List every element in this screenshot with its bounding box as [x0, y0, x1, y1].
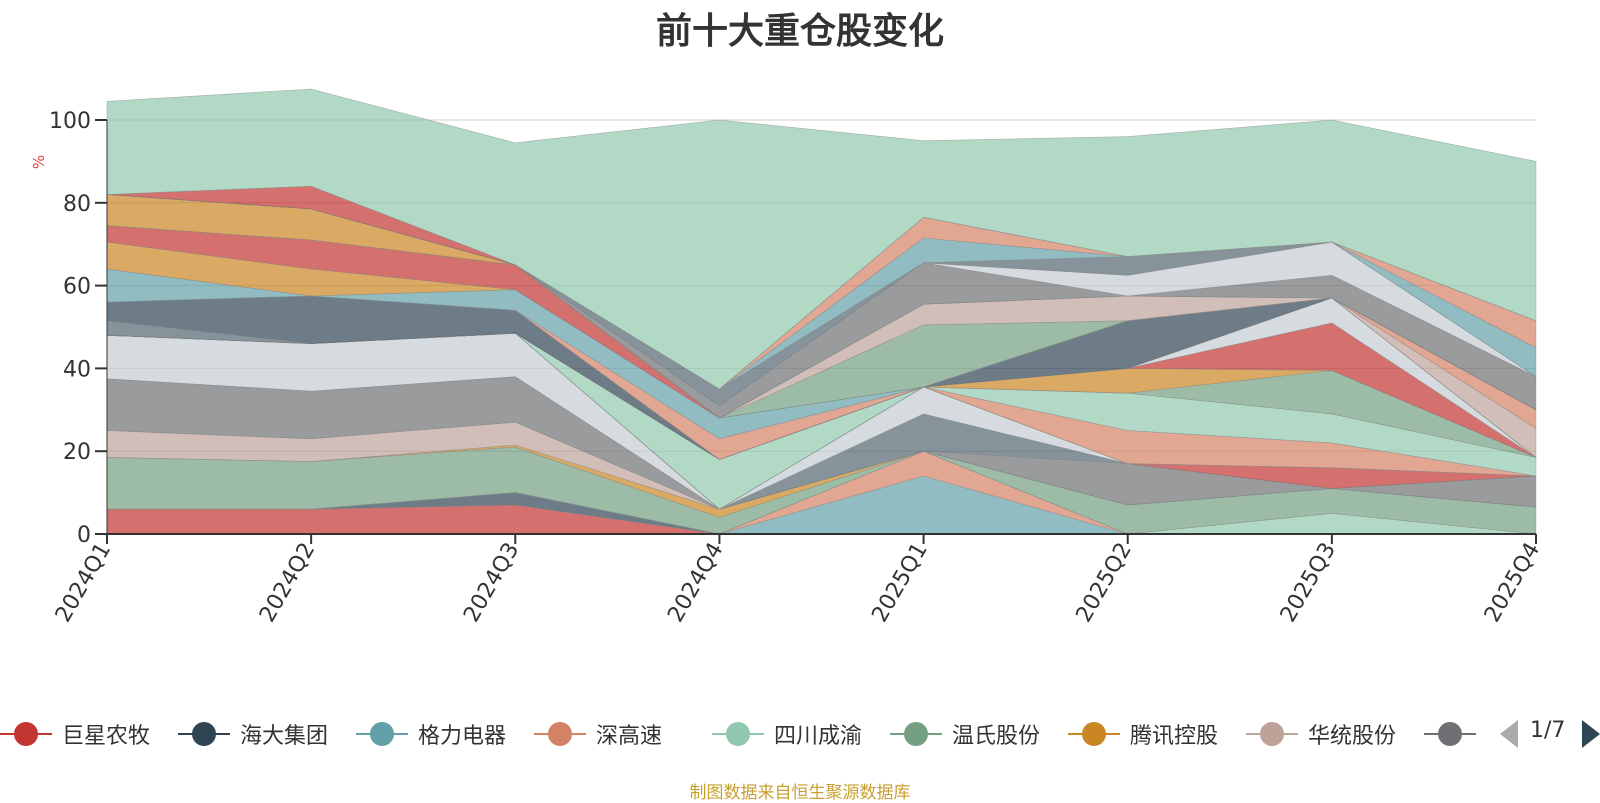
legend-label: 华统股份 — [1308, 724, 1397, 749]
legend-label: 四川成渝 — [774, 724, 863, 749]
legend-marker — [1246, 721, 1298, 747]
y-tick-label: 80 — [63, 192, 91, 217]
legend-marker — [1424, 721, 1476, 747]
legend-marker — [1068, 721, 1120, 747]
legend-marker — [0, 721, 52, 747]
x-tick-label: 2024Q2 — [255, 539, 320, 627]
legend-marker — [712, 721, 764, 747]
pager-text: 1/7 — [1530, 718, 1566, 743]
legend-marker — [890, 721, 942, 747]
y-tick-label: 0 — [77, 523, 91, 548]
x-tick-label: 2024Q4 — [663, 539, 728, 627]
legend-item[interactable]: 欧派家居 — [1424, 714, 1484, 754]
pager-prev-icon[interactable] — [1500, 720, 1518, 748]
legend-pager: 1/7 — [1500, 716, 1600, 752]
x-tick-label: 2025Q1 — [867, 539, 932, 627]
y-tick-label: 60 — [63, 275, 91, 300]
legend-item[interactable]: 深高速 — [534, 714, 662, 754]
y-tick-label: 40 — [63, 357, 91, 382]
legend-item[interactable]: 腾讯控股 — [1068, 714, 1218, 754]
legend: 巨星农牧 海大集团 格力电器 深高速 四川成渝 温氏股份 腾讯控股 华统股份 欧派家居 — [0, 714, 1484, 754]
x-tick-label: 2024Q3 — [459, 539, 524, 627]
stacked-areas — [106, 88, 1537, 535]
chart-title: 前十大重仓股变化 — [655, 11, 944, 52]
legend-label: 深高速 — [596, 724, 663, 749]
legend-item[interactable]: 温氏股份 — [890, 714, 1040, 754]
legend-item[interactable]: 格力电器 — [356, 714, 506, 754]
legend-label: 温氏股份 — [952, 724, 1041, 749]
source-note: 制图数据来自恒生聚源数据库 — [689, 783, 911, 803]
y-axis-label: % — [30, 155, 48, 169]
legend-item[interactable]: 四川成渝 — [712, 714, 862, 754]
legend-item[interactable]: 巨星农牧 — [0, 714, 150, 754]
area-series-36[interactable] — [106, 88, 1537, 390]
x-tick-label: 2025Q2 — [1072, 539, 1137, 627]
legend-marker — [178, 721, 230, 747]
legend-label: 格力电器 — [418, 724, 507, 749]
pager-next-icon[interactable] — [1582, 720, 1600, 748]
legend-item[interactable]: 华统股份 — [1246, 714, 1396, 754]
legend-label: 巨星农牧 — [62, 724, 151, 749]
x-tick-label: 2025Q4 — [1480, 539, 1545, 627]
legend-item[interactable]: 海大集团 — [178, 714, 328, 754]
y-tick-label: 100 — [49, 109, 91, 134]
legend-marker — [534, 721, 586, 747]
x-tick-label: 2025Q3 — [1276, 539, 1341, 627]
y-tick-label: 20 — [63, 440, 91, 465]
x-tick-label: 2024Q1 — [51, 539, 116, 627]
legend-marker — [356, 721, 408, 747]
legend-label: 海大集团 — [240, 724, 329, 749]
legend-label: 腾讯控股 — [1130, 724, 1219, 749]
